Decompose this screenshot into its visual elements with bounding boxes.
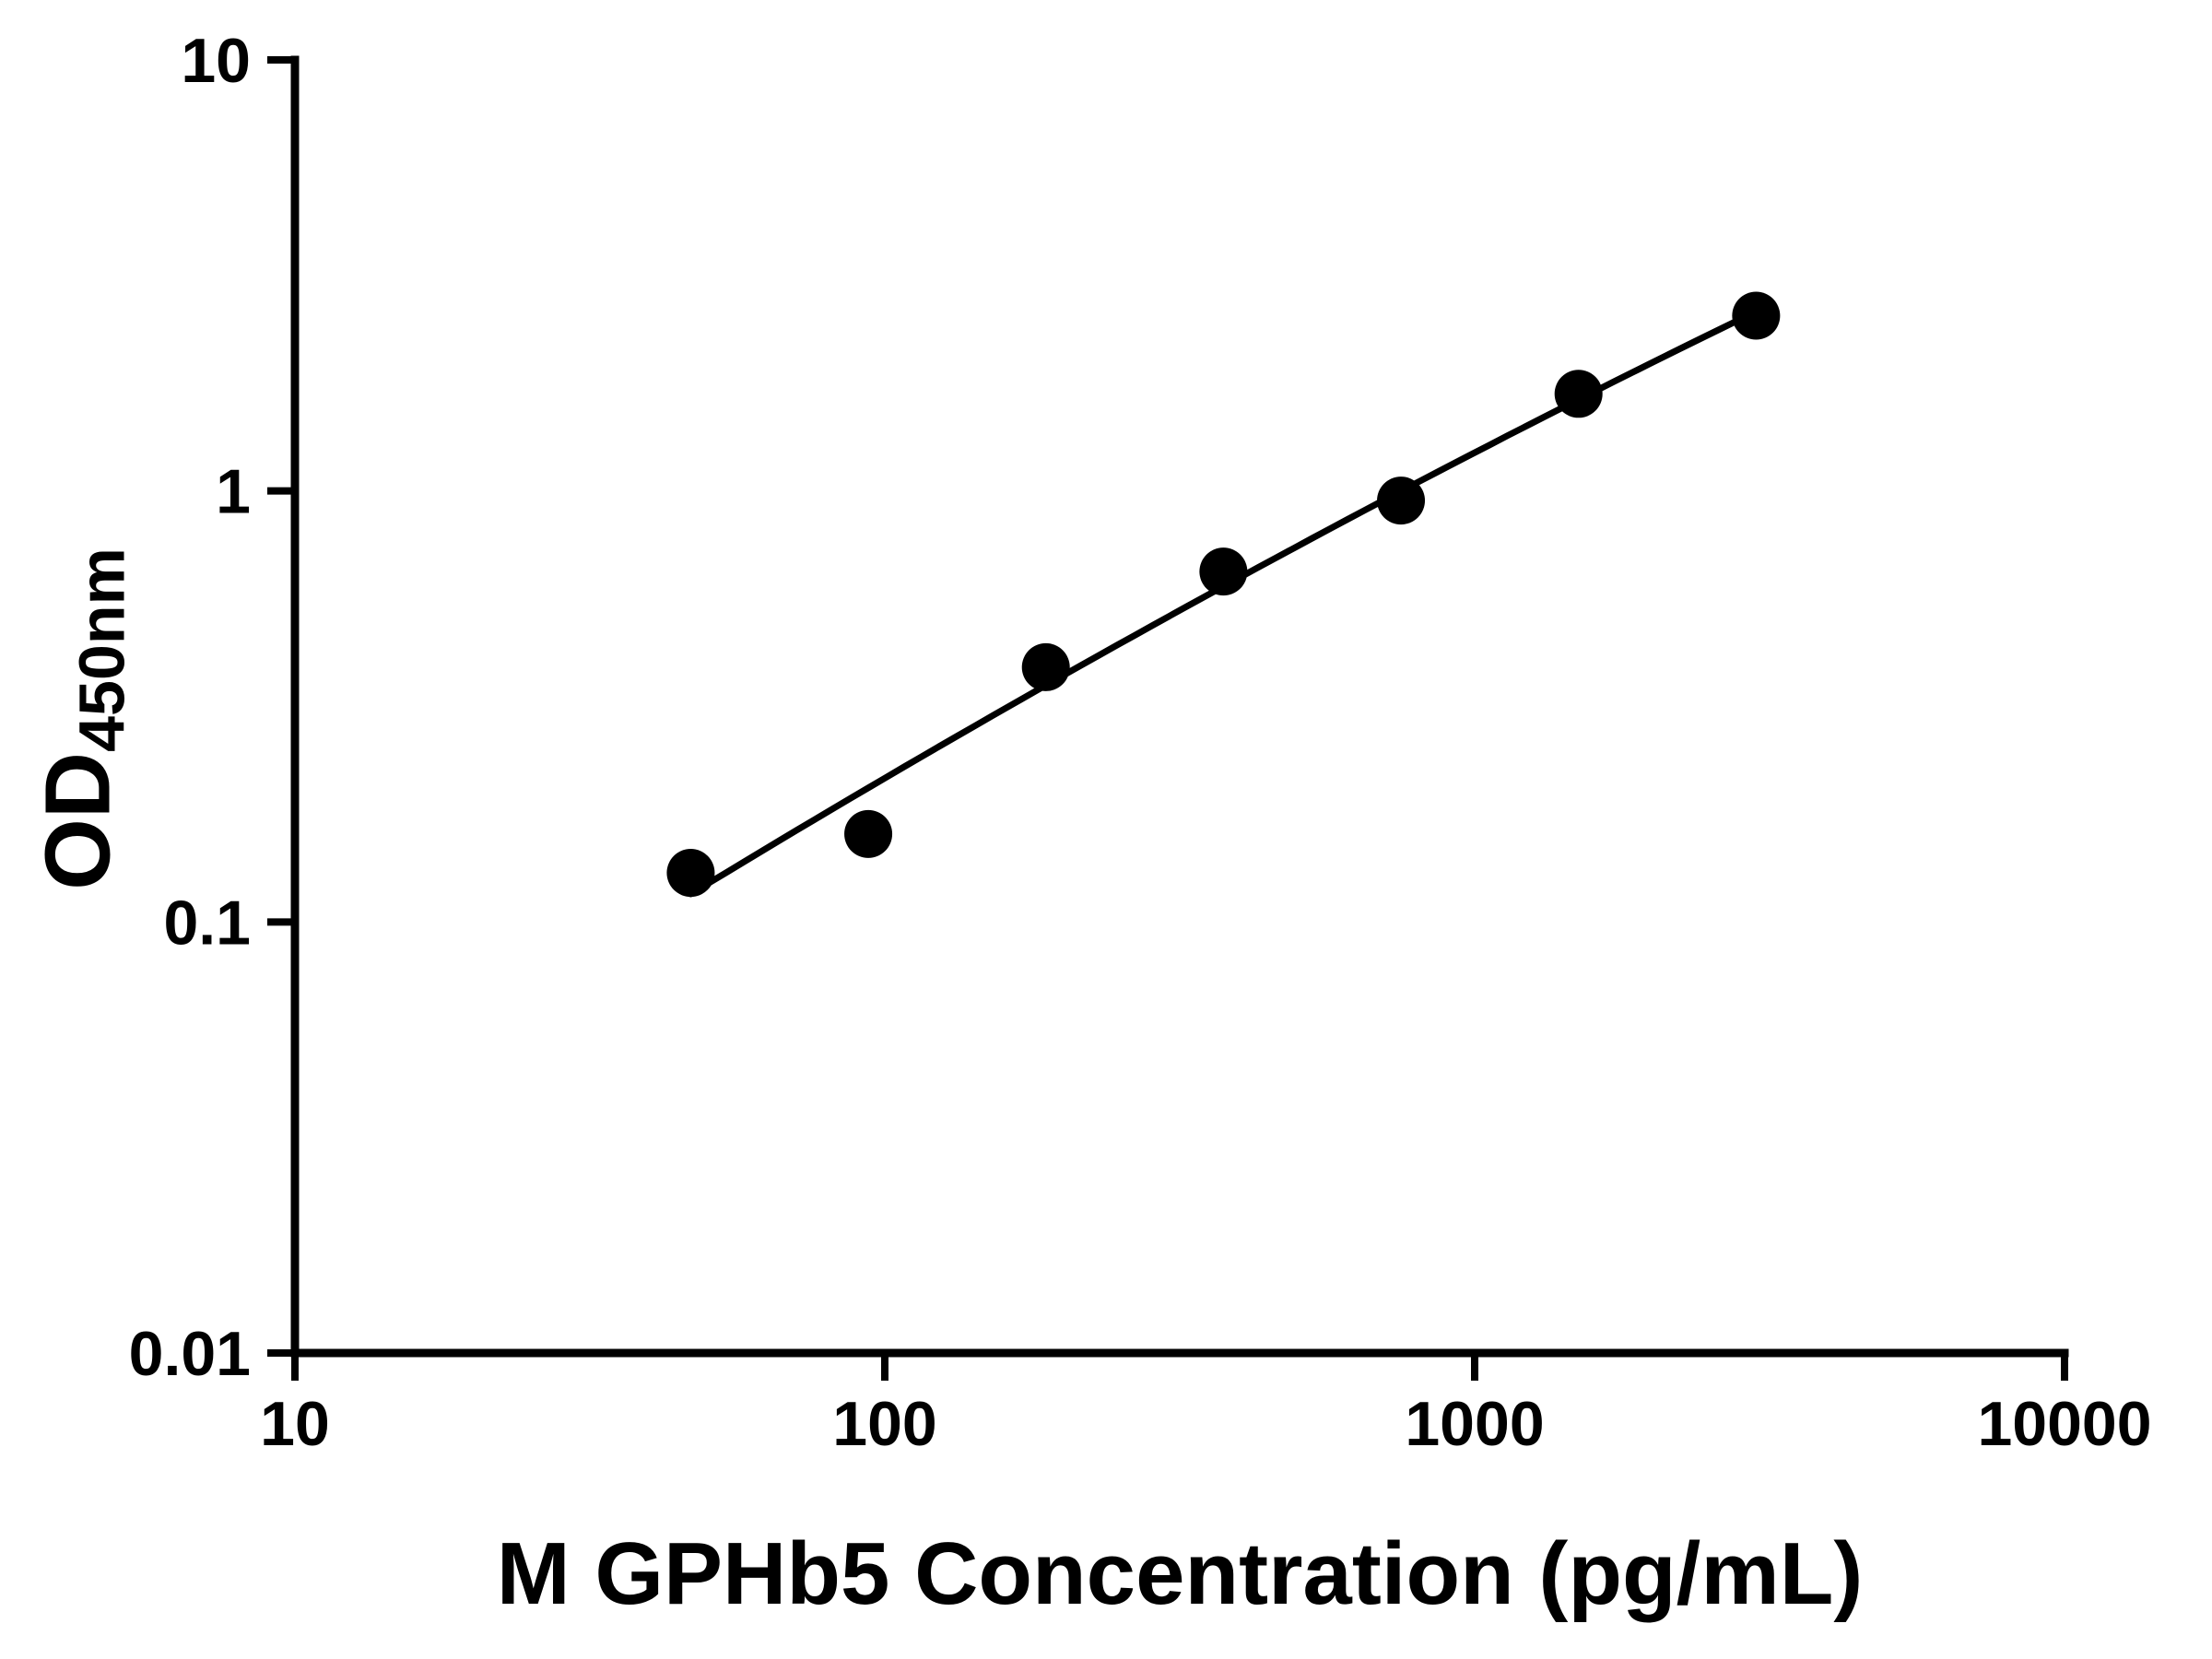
- data-point: [1554, 370, 1603, 418]
- y-axis-tick-label: 10: [181, 26, 251, 96]
- data-point: [844, 809, 893, 858]
- data-point: [666, 849, 715, 898]
- y-axis-title-main: OD: [26, 751, 130, 890]
- x-axis-title: M GPHb5 Concentration (pg/mL): [496, 1524, 1864, 1623]
- data-point: [1021, 642, 1070, 691]
- y-axis-title: OD450nm: [27, 547, 138, 890]
- data-point: [1199, 547, 1248, 596]
- x-axis-tick-label: 10: [260, 1389, 330, 1459]
- data-point: [1377, 477, 1426, 525]
- y-axis-tick-label: 1: [216, 457, 251, 527]
- x-axis-tick-label: 10000: [1977, 1389, 2151, 1459]
- data-point: [1732, 291, 1781, 340]
- axis-lines: [290, 55, 2069, 1358]
- y-axis-tick-label: 0.1: [163, 888, 251, 958]
- x-axis-tick-label: 100: [832, 1389, 936, 1459]
- y-axis-title-subscript: 450nm: [65, 547, 138, 752]
- y-axis-tick-label: 0.01: [129, 1319, 251, 1389]
- x-axis-tick-label: 1000: [1405, 1389, 1544, 1459]
